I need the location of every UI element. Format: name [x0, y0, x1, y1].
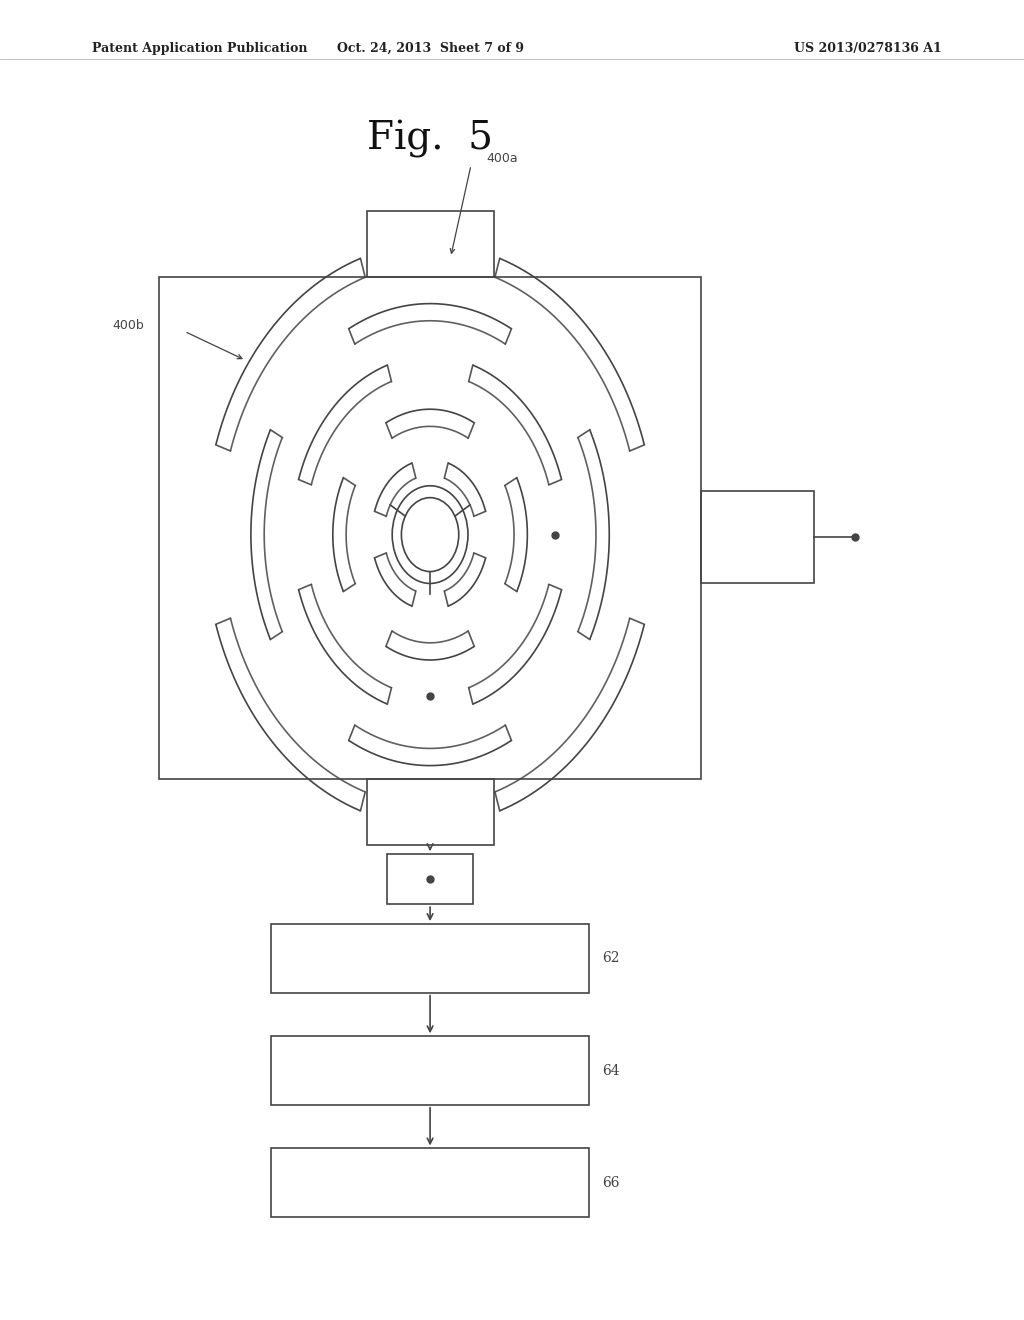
Bar — [271, 924, 589, 993]
Bar — [387, 854, 473, 904]
Text: US 2013/0278136 A1: US 2013/0278136 A1 — [795, 42, 942, 55]
Bar — [159, 277, 701, 779]
Text: Oct. 24, 2013  Sheet 7 of 9: Oct. 24, 2013 Sheet 7 of 9 — [337, 42, 523, 55]
Text: Patent Application Publication: Patent Application Publication — [92, 42, 307, 55]
Bar — [367, 211, 494, 277]
Text: 64: 64 — [602, 1064, 620, 1077]
Bar — [271, 1036, 589, 1105]
Text: 66: 66 — [602, 1176, 620, 1189]
Text: 62: 62 — [602, 952, 620, 965]
Bar — [271, 1148, 589, 1217]
Bar — [367, 779, 494, 845]
Text: Fig.  5: Fig. 5 — [367, 120, 494, 157]
Text: 400a: 400a — [486, 152, 518, 165]
Bar — [701, 491, 814, 583]
Text: 400b: 400b — [113, 319, 144, 333]
